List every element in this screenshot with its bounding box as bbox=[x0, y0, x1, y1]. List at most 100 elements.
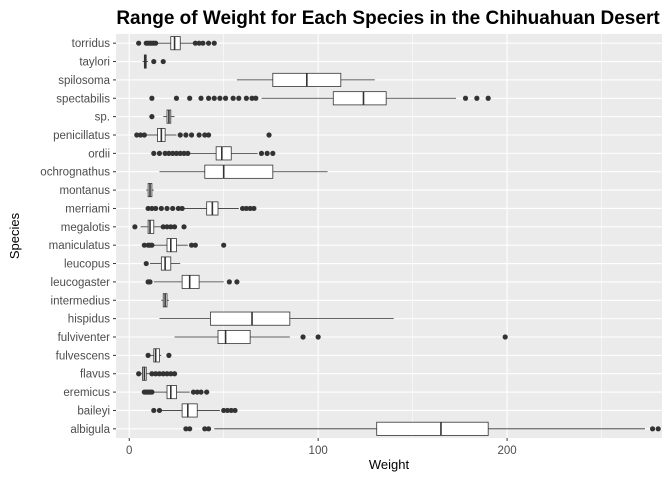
iqr-box bbox=[215, 146, 232, 161]
outlier-point bbox=[147, 279, 153, 285]
outlier-point bbox=[145, 205, 151, 212]
outlier-point bbox=[187, 426, 193, 432]
outlier-point bbox=[166, 352, 172, 358]
outlier-point bbox=[149, 95, 155, 101]
y-tick-label: ordii bbox=[88, 148, 110, 160]
outlier-point bbox=[164, 205, 170, 212]
y-tick-label: megalotis bbox=[61, 222, 110, 234]
outlier-point bbox=[247, 205, 253, 212]
outlier-point bbox=[160, 224, 166, 230]
iqr-box bbox=[147, 219, 155, 234]
outlier-point bbox=[171, 224, 178, 230]
boxplot-leucopus bbox=[143, 256, 181, 271]
outlier-point bbox=[205, 132, 212, 138]
outlier-point bbox=[462, 95, 469, 101]
y-tick-label: spectabilis bbox=[56, 93, 110, 105]
outlier-point bbox=[185, 150, 191, 156]
outlier-point bbox=[196, 40, 202, 46]
iqr-box bbox=[181, 274, 200, 289]
y-tick-label: taylori bbox=[79, 57, 110, 69]
chart-title: Range of Weight for Each Species in the … bbox=[116, 8, 660, 29]
outlier-point bbox=[258, 150, 265, 156]
outlier-point bbox=[300, 334, 306, 340]
outlier-point bbox=[141, 242, 147, 248]
iqr-box bbox=[217, 329, 251, 345]
outlier-point bbox=[136, 40, 142, 46]
outlier-point bbox=[205, 426, 212, 432]
boxplot-merriami bbox=[145, 201, 257, 216]
outlier-point bbox=[264, 150, 270, 156]
y-tick-label: ochrognathus bbox=[40, 167, 110, 179]
outlier-point bbox=[149, 114, 155, 120]
outlier-point bbox=[249, 95, 255, 101]
box-layer bbox=[132, 36, 661, 436]
iqr-box bbox=[204, 164, 274, 179]
boxplot-albigula bbox=[183, 421, 661, 436]
y-tick-label: leucogaster bbox=[51, 277, 111, 289]
y-tick-label: torridus bbox=[72, 38, 111, 50]
outlier-point bbox=[211, 40, 217, 46]
outlier-point bbox=[188, 132, 195, 138]
outlier-point bbox=[162, 150, 168, 156]
outlier-point bbox=[228, 407, 234, 414]
outlier-point bbox=[221, 407, 227, 414]
outlier-point bbox=[243, 95, 249, 101]
boxplot-maniculatus bbox=[141, 238, 227, 253]
y-tick-label: flavus bbox=[80, 369, 110, 381]
outlier-point bbox=[151, 407, 157, 414]
y-tick-label: spilosoma bbox=[58, 75, 110, 87]
y-tick-label: fulviventer bbox=[58, 332, 111, 344]
plot-panel bbox=[116, 34, 662, 438]
outlier-point bbox=[485, 95, 491, 101]
outlier-point bbox=[251, 205, 257, 212]
y-tick-label: montanus bbox=[59, 185, 110, 197]
y-tick-label: albigula bbox=[70, 424, 110, 436]
outlier-point bbox=[194, 389, 200, 395]
outlier-point bbox=[156, 371, 163, 377]
y-axis-ticks: torridus taylori spilosoma spectabilis sp. pe… bbox=[40, 38, 116, 436]
outlier-point bbox=[149, 205, 155, 212]
outlier-point bbox=[196, 132, 202, 138]
boxplot-hispidus bbox=[159, 311, 394, 326]
y-axis-title: Species bbox=[7, 212, 22, 259]
outlier-point bbox=[315, 334, 321, 340]
iqr-box bbox=[153, 348, 160, 363]
boxplot-sp bbox=[149, 109, 175, 124]
outlier-point bbox=[270, 150, 276, 156]
outlier-point bbox=[183, 426, 189, 432]
outlier-point bbox=[156, 150, 163, 156]
outlier-point bbox=[145, 352, 151, 358]
outlier-point bbox=[156, 407, 163, 414]
boxplot-fulvescens bbox=[145, 348, 172, 363]
boxplot-eremicus bbox=[141, 385, 210, 400]
y-tick-label: maniculatus bbox=[49, 240, 111, 252]
boxplot-montanus bbox=[146, 183, 154, 198]
boxplot-leucogaster bbox=[145, 274, 240, 289]
iqr-box bbox=[181, 403, 198, 418]
outlier-point bbox=[175, 205, 181, 212]
boxplot-flavus bbox=[136, 366, 178, 381]
outlier-point bbox=[151, 150, 157, 156]
boxplot-penicillatus bbox=[134, 127, 272, 143]
boxplot-ordii bbox=[151, 146, 276, 161]
outlier-point bbox=[153, 371, 159, 377]
outlier-point bbox=[164, 224, 170, 230]
outlier-point bbox=[232, 407, 238, 414]
boxplot-ochrognathus bbox=[159, 164, 328, 179]
iqr-box bbox=[160, 256, 172, 271]
y-tick-label: leucopus bbox=[64, 259, 110, 271]
outlier-point bbox=[153, 205, 159, 212]
y-tick-label: intermedius bbox=[51, 295, 111, 307]
outlier-point bbox=[202, 132, 208, 138]
outlier-point bbox=[149, 242, 155, 248]
outlier-point bbox=[171, 371, 178, 377]
boxplot-baileyi bbox=[151, 403, 238, 418]
outlier-point bbox=[183, 132, 189, 138]
iqr-box bbox=[210, 311, 291, 326]
boxplot-megalotis bbox=[132, 219, 187, 234]
outlier-point bbox=[502, 334, 508, 340]
outlier-point bbox=[655, 426, 661, 432]
outlier-point bbox=[266, 132, 272, 138]
outlier-point bbox=[153, 40, 159, 46]
